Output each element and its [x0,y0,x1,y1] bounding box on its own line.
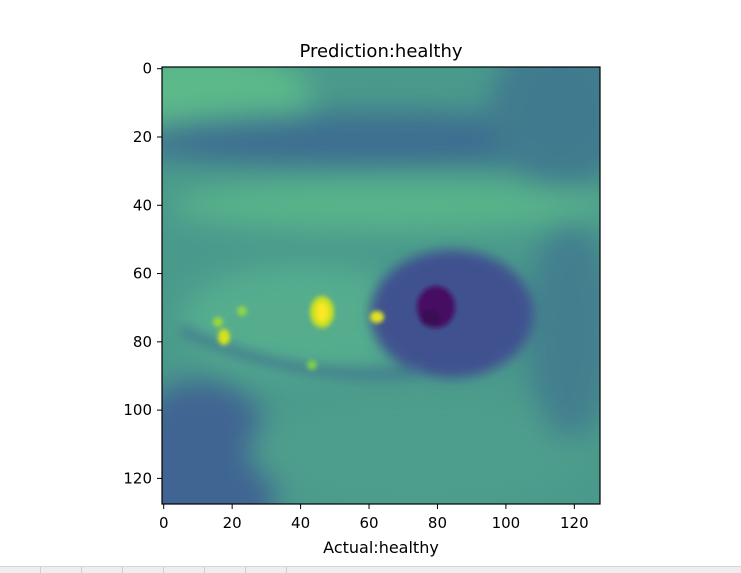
x-tick-label: 60 [359,514,378,532]
y-tick-label: 0 [142,60,152,78]
x-tick-label: 100 [492,514,521,532]
y-tick-label: 100 [123,401,152,419]
strip-segment [164,567,205,573]
x-tick-label: 0 [159,514,169,532]
strip-segment [0,567,41,573]
chart-title: Prediction:healthy [299,41,462,62]
plot-frame [161,66,601,505]
strip-segment [205,567,246,573]
x-axis: 0 20 40 60 80 100 120 [159,504,589,532]
x-tick-label: 20 [223,514,242,532]
x-tick-label: 40 [291,514,310,532]
y-tick-label: 60 [133,265,152,283]
y-axis: 0 20 40 60 80 100 120 [123,60,162,487]
y-tick-label: 80 [133,333,152,351]
taskbar-strip [0,566,741,573]
y-tick-label: 20 [133,128,152,146]
strip-segment [246,567,287,573]
y-tick-label: 40 [133,196,152,214]
strip-segment [123,567,164,573]
x-axis-label: Actual:healthy [323,538,439,557]
strip-segment [82,567,123,573]
strip-segment [41,567,82,573]
heatmap-image [162,67,600,504]
x-tick-label: 80 [428,514,447,532]
x-tick-label: 120 [560,514,589,532]
y-tick-label: 120 [123,469,152,487]
